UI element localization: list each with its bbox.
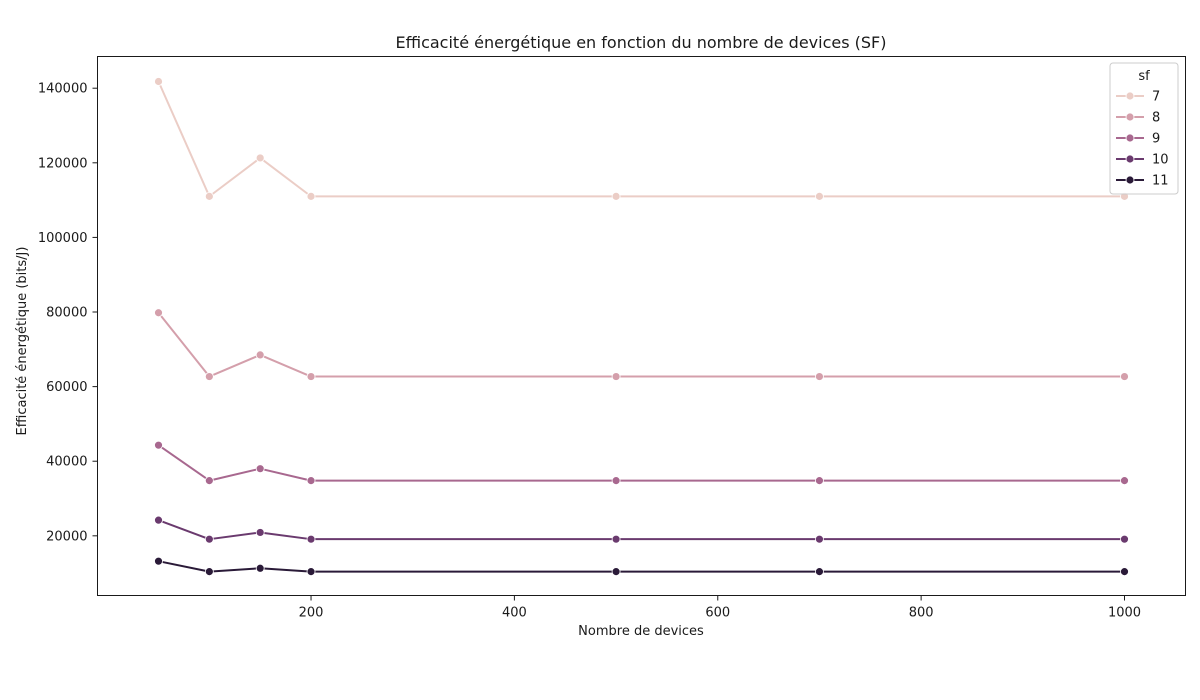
data-point <box>204 476 214 486</box>
legend-marker <box>1125 112 1135 122</box>
data-point <box>815 567 824 577</box>
series-8 <box>154 308 1129 381</box>
data-point <box>611 476 621 486</box>
data-point <box>204 534 214 544</box>
x-tick-label: 200 <box>299 606 324 621</box>
legend-label: 7 <box>1152 90 1160 105</box>
data-point <box>306 476 316 486</box>
legend-title: sf <box>1138 69 1150 84</box>
legend-marker <box>1125 133 1135 143</box>
data-point <box>611 191 621 201</box>
legend-label: 8 <box>1152 111 1160 126</box>
x-tick-label: 400 <box>502 606 527 621</box>
y-tick-label: 80000 <box>46 306 87 321</box>
data-point <box>611 567 621 577</box>
series-11 <box>154 556 1129 577</box>
data-point <box>815 372 824 381</box>
data-point <box>611 372 621 381</box>
data-point <box>815 534 824 544</box>
y-tick-label: 120000 <box>38 156 88 171</box>
data-point <box>255 153 265 163</box>
y-tick-label: 100000 <box>38 231 88 246</box>
data-point <box>204 567 214 577</box>
data-point <box>306 534 316 544</box>
data-point <box>154 77 163 86</box>
series-9 <box>154 440 1129 486</box>
data-point <box>204 191 214 201</box>
data-point <box>306 372 316 381</box>
legend-label: 11 <box>1152 174 1169 189</box>
legend-label: 9 <box>1152 132 1160 147</box>
series-line <box>157 81 1125 198</box>
x-axis-label: Nombre de devices <box>578 624 704 639</box>
y-tick-label: 20000 <box>46 529 87 544</box>
y-axis: 20000 40000 60000 80000 100000 120000 140000 <box>38 82 98 544</box>
series-line <box>158 519 1125 541</box>
y-axis-label: Efficacité énergétique (bits/J) <box>15 247 30 436</box>
data-point <box>154 308 163 318</box>
legend: sf7 8 9 10 11 <box>1109 62 1179 195</box>
data-point <box>306 191 316 201</box>
data-point <box>255 350 265 360</box>
legend-marker <box>1125 154 1135 164</box>
data-point <box>1120 534 1129 544</box>
data-point <box>1120 567 1129 577</box>
data-point <box>255 563 265 573</box>
data-point <box>154 556 163 566</box>
data-point <box>154 515 163 525</box>
data-point <box>154 440 163 450</box>
series-line <box>157 312 1125 378</box>
series-line <box>157 444 1125 482</box>
y-tick-label: 140000 <box>38 82 88 97</box>
data-point <box>306 567 316 577</box>
data-point <box>611 534 621 544</box>
data-point <box>815 191 824 201</box>
x-axis: 200 400 600 800 1000 <box>299 595 1141 621</box>
x-tick-label: 800 <box>909 606 934 621</box>
chart-title: Efficacité énergétique en fonction du no… <box>396 33 887 52</box>
data-point <box>1120 476 1129 486</box>
x-tick-label: 1000 <box>1108 606 1141 621</box>
legend-label: 10 <box>1152 153 1169 168</box>
plot-area <box>154 77 1129 577</box>
series-7 <box>154 77 1129 201</box>
plot-frame <box>97 56 1186 596</box>
y-tick-label: 60000 <box>46 380 87 395</box>
x-tick-label: 600 <box>705 606 730 621</box>
legend-marker <box>1125 91 1135 101</box>
data-point <box>204 372 214 381</box>
series-line <box>158 560 1125 573</box>
series-10 <box>154 515 1129 544</box>
data-point <box>1120 372 1129 381</box>
data-point <box>255 528 265 537</box>
data-point <box>815 476 824 486</box>
y-tick-label: 40000 <box>46 455 87 470</box>
legend-marker <box>1125 175 1135 185</box>
data-point <box>255 464 265 474</box>
